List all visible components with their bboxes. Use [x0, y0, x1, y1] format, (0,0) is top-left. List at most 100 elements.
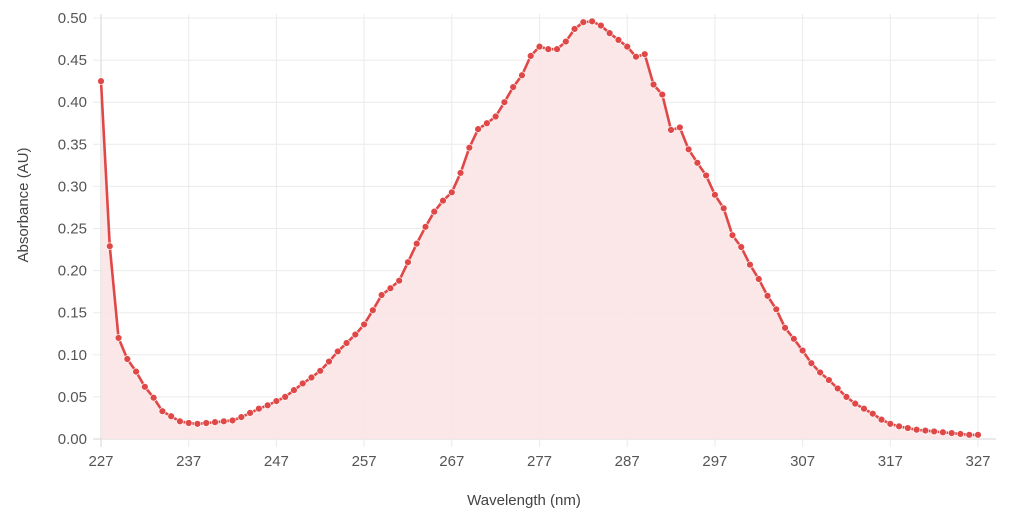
data-point — [404, 258, 412, 266]
data-point — [895, 422, 903, 431]
data-point — [106, 242, 114, 250]
data-points — [97, 17, 982, 439]
data-point — [842, 393, 851, 401]
data-point — [649, 80, 658, 89]
data-point — [921, 426, 930, 435]
data-point — [816, 368, 824, 377]
data-point — [755, 275, 763, 283]
data-point — [316, 367, 324, 375]
y-tick-label: 0.05 — [58, 389, 87, 406]
y-tick-label: 0.10 — [58, 347, 87, 364]
y-tick-label: 0.40 — [58, 94, 87, 111]
data-point — [535, 42, 544, 51]
y-tick-label: 0.45 — [58, 52, 87, 69]
data-point — [544, 45, 552, 53]
data-point — [553, 45, 561, 53]
data-point — [421, 223, 430, 231]
x-tick-label: 287 — [615, 453, 640, 470]
data-point — [781, 324, 789, 332]
data-point — [833, 384, 842, 393]
data-point — [719, 204, 728, 212]
data-point — [167, 412, 175, 420]
data-point — [684, 145, 693, 154]
data-point — [439, 197, 447, 205]
data-point — [272, 397, 281, 405]
data-point — [290, 386, 298, 394]
x-tick-label: 227 — [88, 453, 113, 470]
data-point — [509, 83, 517, 91]
y-tick-label: 0.50 — [58, 10, 87, 27]
y-tick-labels: 0.00 0.05 0.10 0.15 0.20 0.25 0.30 0.35 0.40 0.45… — [58, 10, 87, 448]
x-tick-label: 307 — [790, 453, 815, 470]
data-point — [728, 231, 737, 239]
y-tick-label: 0.30 — [58, 178, 87, 195]
data-point — [527, 52, 535, 60]
data-point — [956, 430, 965, 438]
data-point — [869, 410, 877, 418]
data-point — [790, 335, 798, 343]
data-point — [413, 239, 421, 248]
data-point — [667, 126, 675, 134]
x-tick-label: 327 — [965, 453, 990, 470]
data-point — [737, 243, 745, 251]
y-tick-label: 0.25 — [58, 221, 87, 238]
x-tick-labels: 227 237 247 257 267 277 287 297 307 317 327 — [88, 453, 990, 470]
data-point — [307, 373, 316, 382]
data-point — [570, 25, 579, 33]
data-point — [158, 407, 167, 415]
data-point — [377, 291, 386, 299]
data-point — [228, 416, 237, 425]
data-point — [456, 169, 465, 177]
data-point — [395, 277, 403, 285]
y-tick-label: 0.15 — [58, 305, 87, 322]
data-point — [763, 292, 772, 300]
data-point — [237, 413, 246, 421]
x-tick-label: 237 — [176, 453, 201, 470]
data-point — [483, 119, 491, 127]
data-point — [746, 261, 754, 269]
data-point — [605, 29, 614, 37]
absorbance-area-fill — [101, 21, 978, 440]
x-tick-label: 247 — [264, 453, 289, 470]
data-point — [702, 171, 710, 180]
data-point — [334, 347, 342, 356]
data-point — [562, 37, 570, 46]
data-point — [886, 420, 894, 428]
data-point — [149, 394, 158, 402]
data-point — [851, 399, 859, 408]
data-point — [220, 417, 228, 426]
data-point — [974, 431, 982, 439]
data-point — [386, 284, 395, 292]
y-tick-label: 0.35 — [58, 136, 87, 153]
data-point — [912, 426, 921, 434]
data-point — [465, 143, 474, 152]
data-point — [263, 401, 272, 410]
data-point — [299, 379, 307, 388]
data-point — [132, 367, 140, 376]
data-point — [325, 357, 333, 366]
data-point — [211, 418, 219, 426]
data-point — [202, 419, 210, 427]
data-point — [939, 428, 947, 436]
data-point — [693, 159, 702, 167]
data-point — [904, 424, 912, 432]
data-point — [798, 346, 807, 355]
x-tick-label: 257 — [352, 453, 377, 470]
data-point — [641, 50, 649, 58]
data-point — [965, 431, 973, 439]
data-point — [947, 429, 956, 437]
data-point — [807, 359, 816, 367]
data-point — [360, 320, 368, 329]
data-point — [369, 306, 377, 314]
data-point — [711, 191, 719, 199]
data-point — [281, 393, 289, 401]
data-point — [860, 404, 868, 413]
data-point — [623, 42, 631, 51]
data-point — [877, 415, 886, 424]
data-point — [176, 417, 184, 426]
data-point — [342, 339, 351, 347]
data-point — [448, 188, 456, 196]
data-point — [500, 98, 509, 106]
